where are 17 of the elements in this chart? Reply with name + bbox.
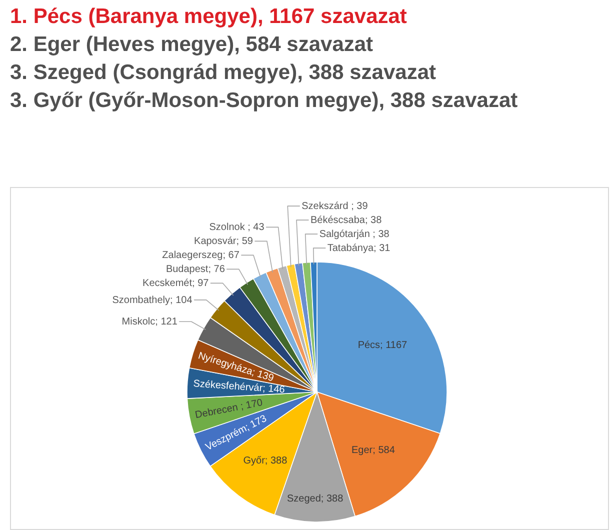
slice-label: Szolnok ; 43: [209, 222, 265, 234]
slice-label: Tatabánya; 31: [327, 243, 391, 254]
chart-title: 1. Pécs (Baranya megye), 1167 szavazat: [10, 5, 407, 28]
slice-label: Eger; 584: [352, 444, 396, 456]
slice-label: Szeged; 388: [287, 494, 344, 505]
slice-label: Miskolc; 121: [122, 316, 178, 328]
slice-label: Zalaegerszeg; 67: [162, 250, 240, 262]
slice-label: Kaposvár; 59: [194, 236, 254, 248]
slice-label: Salgótarján ; 38: [319, 229, 390, 240]
slice-label: Szombathely; 104: [112, 294, 193, 306]
slice-label: Szekszárd ; 39: [302, 201, 368, 212]
slice-label: Győr; 388: [243, 455, 288, 466]
slice-label: Kecskemét; 97: [142, 278, 210, 290]
slice-label: Békéscsaba; 38: [310, 215, 382, 226]
chart-subtitle: 2. Eger (Heves megye), 584 szavazat 3. Szeged (Csongrád megye), 388 szavazat 3. Győr (Győr-Moson-Sopron megye), 388 szavazat: [10, 33, 518, 112]
slice-label: Pécs; 1167: [358, 340, 408, 351]
slice-label: Budapest; 76: [166, 264, 226, 276]
